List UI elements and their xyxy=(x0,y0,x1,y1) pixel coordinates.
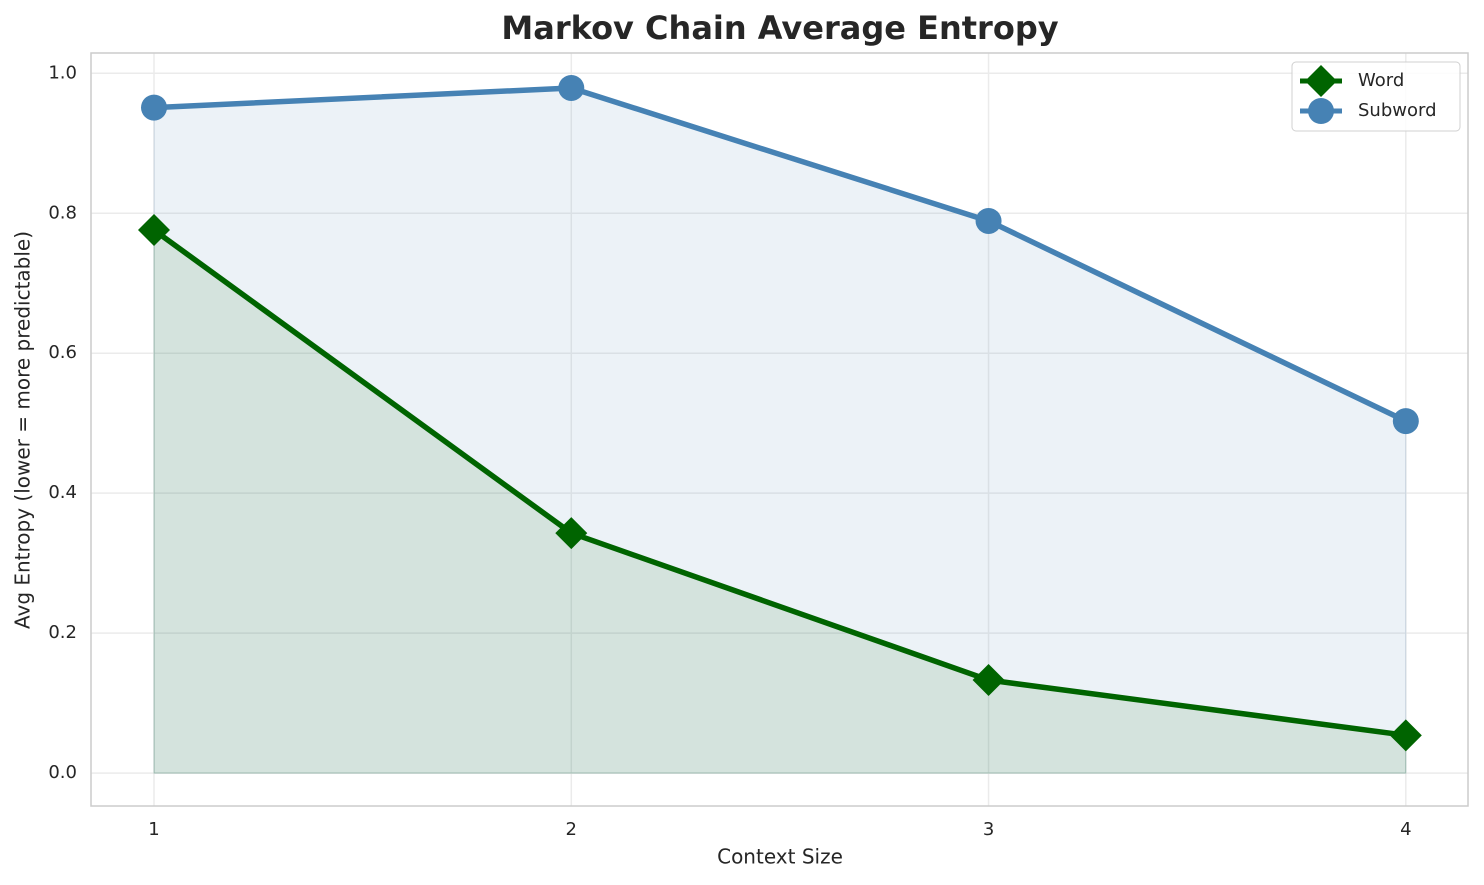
x-axis-label: Context Size xyxy=(717,845,843,869)
line xyxy=(152,227,1407,739)
marker xyxy=(1389,719,1422,752)
marker xyxy=(558,74,585,101)
marker xyxy=(975,207,1002,234)
legend: Word Subword xyxy=(1291,61,1461,132)
marker xyxy=(138,214,171,247)
y-tick-label: 1.0 xyxy=(48,62,77,83)
marker xyxy=(555,517,588,550)
y-axis-label: Avg Entropy (lower = more predictable) xyxy=(11,231,35,629)
y-tick-label: 0.6 xyxy=(48,342,77,363)
marker xyxy=(1305,65,1337,97)
x-tick-label: 3 xyxy=(983,819,994,840)
marker xyxy=(1308,98,1334,124)
line xyxy=(153,85,1408,424)
y-tick-label: 0.2 xyxy=(48,622,77,643)
marker xyxy=(972,664,1005,697)
y-tick-label: 0.4 xyxy=(48,482,77,503)
legend-label: Word xyxy=(1358,70,1404,91)
y-tick-label: 0.0 xyxy=(48,762,77,783)
legend-label: Subword xyxy=(1358,100,1437,121)
plot-frame xyxy=(90,52,1469,807)
chart-title: Markov Chain Average Entropy xyxy=(501,9,1058,47)
x-tick-label: 1 xyxy=(148,819,159,840)
x-tick-label: 2 xyxy=(566,819,577,840)
y-tick-label: 0.8 xyxy=(48,202,77,223)
marker xyxy=(141,94,168,121)
x-tick-label: 4 xyxy=(1400,819,1411,840)
marker xyxy=(1392,408,1419,435)
